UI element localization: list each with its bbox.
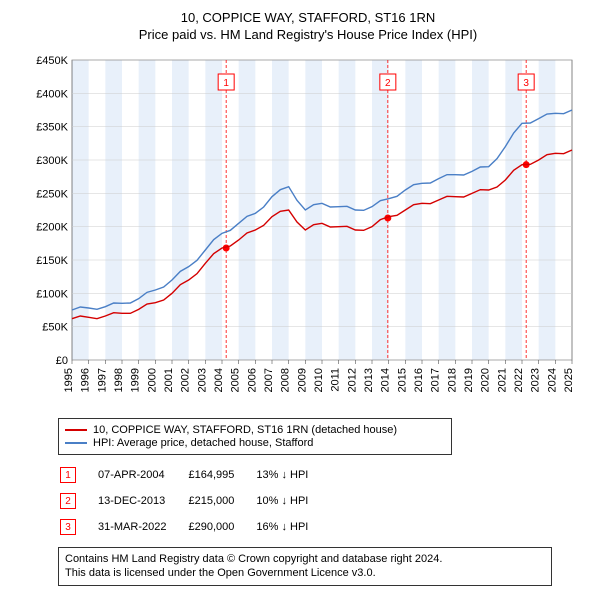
svg-text:2019: 2019 — [463, 368, 475, 392]
legend-row: HPI: Average price, detached house, Staf… — [65, 437, 445, 449]
license-line1: Contains HM Land Registry data © Crown c… — [65, 552, 545, 566]
svg-text:2023: 2023 — [530, 368, 542, 392]
marker-badge-1: 1 — [60, 467, 76, 483]
svg-text:2016: 2016 — [413, 368, 425, 392]
svg-text:3: 3 — [523, 78, 529, 89]
marker-delta: 13% ↓ HPI — [256, 463, 328, 487]
marker-row: 3 31-MAR-2022 £290,000 16% ↓ HPI — [60, 515, 328, 539]
marker-price: £164,995 — [188, 463, 254, 487]
chart-title-line2: Price paid vs. HM Land Registry's House … — [8, 27, 600, 42]
svg-text:2: 2 — [385, 78, 391, 89]
svg-text:2014: 2014 — [380, 368, 392, 392]
marker-row: 1 07-APR-2004 £164,995 13% ↓ HPI — [60, 463, 328, 487]
legend-swatch-red — [65, 429, 87, 431]
svg-text:2007: 2007 — [263, 368, 275, 392]
markers-table: 1 07-APR-2004 £164,995 13% ↓ HPI 2 13-DE… — [58, 461, 330, 541]
svg-text:£300K: £300K — [36, 155, 68, 167]
svg-text:£150K: £150K — [36, 255, 68, 267]
marker-delta: 16% ↓ HPI — [256, 515, 328, 539]
svg-text:2018: 2018 — [446, 368, 458, 392]
svg-text:2010: 2010 — [313, 368, 325, 392]
svg-text:2003: 2003 — [196, 368, 208, 392]
svg-text:2008: 2008 — [280, 368, 292, 392]
svg-text:2004: 2004 — [213, 368, 225, 392]
legend: 10, COPPICE WAY, STAFFORD, ST16 1RN (det… — [58, 418, 452, 455]
svg-text:2005: 2005 — [230, 368, 242, 392]
svg-text:1: 1 — [223, 78, 229, 89]
svg-text:2021: 2021 — [496, 368, 508, 392]
svg-text:£200K: £200K — [36, 222, 68, 234]
chart-title-line1: 10, COPPICE WAY, STAFFORD, ST16 1RN — [8, 10, 600, 25]
svg-text:2012: 2012 — [346, 368, 358, 392]
svg-text:2002: 2002 — [180, 368, 192, 392]
svg-text:£450K: £450K — [36, 55, 68, 67]
marker-price: £215,000 — [188, 489, 254, 513]
license-line2: This data is licensed under the Open Gov… — [65, 566, 545, 580]
svg-text:2020: 2020 — [480, 368, 492, 392]
svg-text:2025: 2025 — [563, 368, 575, 392]
legend-label-blue: HPI: Average price, detached house, Staf… — [93, 437, 313, 449]
svg-text:2017: 2017 — [430, 368, 442, 392]
marker-date: 13-DEC-2013 — [98, 489, 186, 513]
legend-swatch-blue — [65, 442, 87, 444]
license-box: Contains HM Land Registry data © Crown c… — [58, 547, 552, 586]
svg-text:2013: 2013 — [363, 368, 375, 392]
chart-area: £0 £50K £100K £150K £200K £250K £300K £350K £400… — [22, 50, 582, 410]
svg-text:1998: 1998 — [113, 368, 125, 392]
marker-date: 07-APR-2004 — [98, 463, 186, 487]
svg-text:1996: 1996 — [80, 368, 92, 392]
svg-text:1999: 1999 — [130, 368, 142, 392]
marker-badge-2: 2 — [60, 493, 76, 509]
svg-text:£400K: £400K — [36, 88, 68, 100]
svg-text:£350K: £350K — [36, 122, 68, 134]
marker-delta: 10% ↓ HPI — [256, 489, 328, 513]
svg-text:2001: 2001 — [163, 368, 175, 392]
marker-price: £290,000 — [188, 515, 254, 539]
svg-text:2009: 2009 — [296, 368, 308, 392]
svg-text:2024: 2024 — [546, 368, 558, 392]
svg-text:2006: 2006 — [246, 368, 258, 392]
marker-row: 2 13-DEC-2013 £215,000 10% ↓ HPI — [60, 489, 328, 513]
marker-badge-3: 3 — [60, 519, 76, 535]
svg-text:£0: £0 — [56, 355, 68, 367]
marker-date: 31-MAR-2022 — [98, 515, 186, 539]
svg-text:1995: 1995 — [63, 368, 75, 392]
svg-text:2000: 2000 — [146, 368, 158, 392]
svg-text:£50K: £50K — [42, 322, 68, 334]
svg-text:1997: 1997 — [96, 368, 108, 392]
legend-label-red: 10, COPPICE WAY, STAFFORD, ST16 1RN (det… — [93, 424, 397, 436]
legend-row: 10, COPPICE WAY, STAFFORD, ST16 1RN (det… — [65, 424, 445, 436]
svg-text:£250K: £250K — [36, 188, 68, 200]
svg-text:2015: 2015 — [396, 368, 408, 392]
svg-text:£100K: £100K — [36, 288, 68, 300]
svg-text:2022: 2022 — [513, 368, 525, 392]
svg-text:2011: 2011 — [330, 368, 342, 392]
